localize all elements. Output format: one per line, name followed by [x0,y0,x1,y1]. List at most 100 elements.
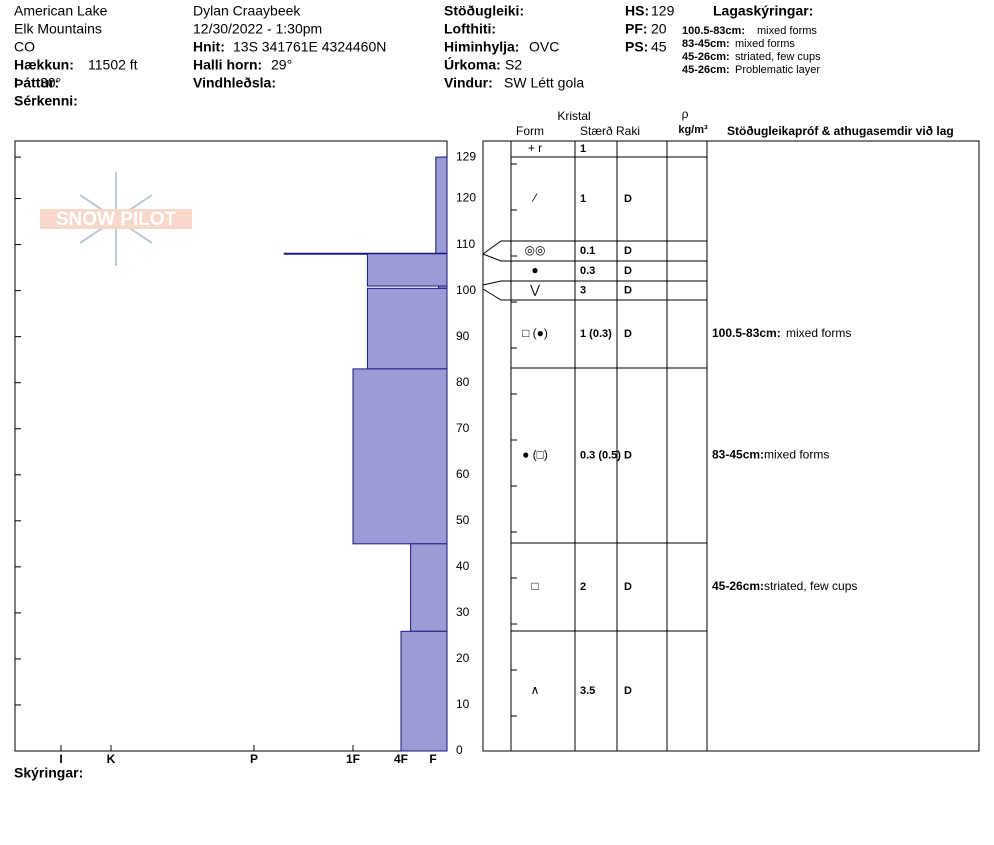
table-columns [482,141,708,751]
moisture: D [624,245,632,257]
legend-range: 45-26cm: [682,51,730,63]
datetime: 12/30/2022 - 1:30pm [193,21,322,37]
field-value: 30° [40,75,61,91]
field-label: HS: [625,3,649,19]
header-crystal: Kristal [557,109,590,123]
field-label: Sérkenni: [14,93,78,109]
logo: SNOW PILOT [40,172,192,266]
hardness-bar [435,156,448,255]
observer: Dylan Craaybeek [193,3,301,19]
legend-text: Problematic layer [735,64,820,76]
x-tick-label: P [250,752,258,766]
size: 0.1 [580,245,595,257]
form: □ (●) [522,326,548,340]
comment: mixed forms [764,448,829,462]
legend-text: mixed forms [735,38,795,50]
field-label: Stöðugleiki: [444,3,524,19]
field-value: OVC [529,39,559,55]
y-tick-label: 30 [456,605,470,619]
y-tick-label: 50 [456,513,470,527]
size: 1 [580,143,586,155]
y-tick-label: 80 [456,375,470,389]
comment-range: 100.5-83cm: [712,326,781,340]
y-tick-label: 120 [456,191,476,205]
legend-range: 45-26cm: [682,64,730,76]
y-tick-label: 10 [456,697,470,711]
header-density-unit: kg/m³ [678,124,708,136]
form: + r [528,141,542,155]
form: ⋁ [529,283,540,297]
x-tick-label: 4F [394,752,408,766]
field-value: SW Létt gola [504,75,584,91]
moisture: D [624,265,632,277]
size: 0.3 [580,265,595,277]
comment-range: 45-26cm: [712,579,764,593]
field-label: PF: [625,21,648,37]
hardness-bar [366,287,448,370]
comment-range: 83-45cm: [712,448,764,462]
site-line: Elk Mountains [14,21,102,37]
field-label: Himinhylja: [444,39,519,55]
logo-text: SNOW PILOT [56,209,177,230]
logo-band [40,209,192,229]
form: ● (□) [522,448,548,462]
moisture: D [624,284,632,296]
y-tick-label: 40 [456,559,470,573]
form: ◎◎ [525,243,546,257]
hardness-bar [366,253,448,287]
moisture: D [624,328,632,340]
hardness-bar [400,630,448,752]
size: 1 [580,193,586,205]
y-tick-label: 0 [456,743,463,757]
legend-text: mixed forms [757,25,817,37]
table-frame [482,140,980,752]
form: ● [531,263,538,277]
size: 0.3 (0.5) [580,449,621,461]
field-label: Halli horn: [193,57,262,73]
footer: Skýringar: [14,765,83,781]
comment: mixed forms [786,326,851,340]
field-value: 45 [651,39,667,55]
field-label: Lofthiti: [444,21,496,37]
field-value: 129 [651,3,675,19]
x-tick-label: 1F [346,752,360,766]
header-comments: Stöðugleikapróf & athugasemdir við lag [727,124,954,138]
hardness-bar [352,368,448,545]
moisture: D [624,193,632,205]
x-tick-label: I [59,752,62,766]
field-label: Vindhleðsla: [193,75,276,91]
moisture: D [624,685,632,697]
x-tick-label: K [107,752,116,766]
y-tick-label: 110 [456,237,475,251]
y-tick-label: 100 [456,283,476,297]
y-tick-label: 129 [456,149,476,163]
field-label: Vindur: [444,75,493,91]
form: ∧ [531,683,540,697]
legend-range: 100.5-83cm: [682,25,745,37]
size: 1 (0.3) [580,328,612,340]
field-value: 20 [651,21,667,37]
field-label: Hækkun: [14,57,74,73]
moisture: D [624,449,632,461]
header-size: Stærð [580,124,613,138]
y-tick-label: 60 [456,467,470,481]
field-label: Hnit: [193,39,225,55]
field-label: PS: [625,39,648,55]
y-tick-label: 90 [456,329,470,343]
legend-title: Lagaskýringar: [713,3,813,19]
header-density: ρ [682,107,689,121]
form: □ [531,579,538,593]
size: 3.5 [580,685,595,697]
field-label: Úrkoma: [444,56,501,73]
size: 2 [580,581,586,593]
header-moisture: Raki [616,124,640,138]
moisture: D [624,581,632,593]
legend-text: striated, few cups [735,51,821,63]
y-tick-label: 20 [456,651,470,665]
x-tick-label: F [429,752,436,766]
y-tick-label: 70 [456,421,470,435]
site-line: American Lake [14,3,108,19]
field-value: 11502 ft [88,57,138,73]
hardness-bar [410,543,448,632]
